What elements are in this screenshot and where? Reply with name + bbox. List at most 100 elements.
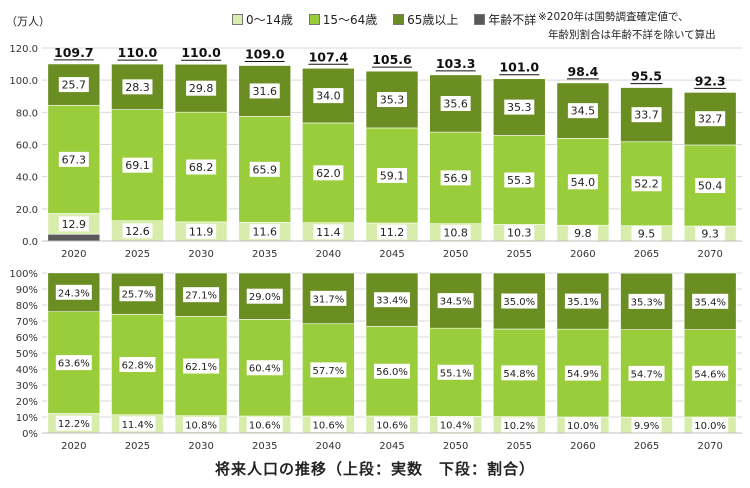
data-label: 33.7 bbox=[634, 109, 659, 122]
data-label: 28.3 bbox=[125, 81, 150, 94]
x-tick-label: 2060 bbox=[570, 249, 595, 260]
data-label: 27.1% bbox=[185, 291, 217, 302]
y-tick-label: 10% bbox=[16, 413, 38, 424]
data-label-box bbox=[119, 286, 156, 302]
data-label: 50.4 bbox=[698, 180, 723, 193]
data-label: 63.6% bbox=[58, 359, 90, 370]
data-label-box bbox=[249, 161, 280, 177]
data-label-box bbox=[119, 357, 156, 373]
data-label-box bbox=[186, 80, 217, 96]
data-label-box bbox=[183, 287, 220, 303]
data-label-box bbox=[437, 293, 474, 309]
data-label-box bbox=[246, 288, 283, 304]
y-tick-label: 60% bbox=[16, 333, 38, 344]
x-tick-label: 2050 bbox=[443, 441, 468, 452]
x-tick-label: 2035 bbox=[252, 249, 277, 260]
data-label: 54.0 bbox=[571, 176, 596, 189]
total-label: 105.6 bbox=[372, 52, 412, 67]
data-label-box bbox=[631, 225, 662, 241]
data-label: 11.6 bbox=[252, 226, 277, 239]
x-tick-label: 2055 bbox=[507, 441, 532, 452]
total-label: 95.5 bbox=[631, 69, 662, 84]
legend-swatch bbox=[232, 14, 243, 25]
data-label: 35.3 bbox=[507, 101, 532, 114]
total-label: 109.7 bbox=[54, 45, 94, 60]
data-label-box bbox=[186, 223, 217, 239]
data-label-box bbox=[564, 365, 601, 381]
data-label: 11.4% bbox=[122, 420, 154, 431]
legend-item-age-0-14: 0～14歳 bbox=[232, 11, 293, 28]
data-label: 10.6% bbox=[376, 421, 408, 432]
data-label: 33.4% bbox=[376, 296, 408, 307]
data-label: 55.1% bbox=[440, 368, 472, 379]
y-tick-label: 120.0 bbox=[9, 44, 38, 55]
data-label: 25.7% bbox=[122, 290, 154, 301]
data-label: 62.8% bbox=[122, 361, 154, 372]
data-label: 59.1 bbox=[380, 169, 405, 182]
data-label: 10.0% bbox=[694, 421, 726, 432]
data-label-box bbox=[567, 225, 598, 241]
data-label-box bbox=[501, 365, 538, 381]
data-label: 54.9% bbox=[567, 369, 599, 380]
data-label: 34.5 bbox=[571, 105, 596, 118]
data-label-box bbox=[692, 293, 729, 309]
data-label: 54.7% bbox=[631, 369, 663, 380]
data-label: 11.9 bbox=[189, 225, 214, 238]
data-label-box bbox=[377, 167, 407, 183]
data-label-box bbox=[504, 99, 535, 115]
y-tick-label: 100.0 bbox=[9, 76, 38, 87]
data-label-box bbox=[186, 159, 217, 175]
data-label: 25.7 bbox=[62, 79, 87, 92]
data-label: 34.0 bbox=[316, 90, 341, 103]
x-tick-label: 2070 bbox=[697, 249, 722, 260]
data-label-box bbox=[246, 360, 283, 376]
x-tick-label: 2020 bbox=[61, 441, 86, 452]
data-label: 10.0% bbox=[567, 421, 599, 432]
data-label-box bbox=[374, 417, 410, 433]
data-label: 35.4% bbox=[694, 297, 726, 308]
y-axis-unit-label: （万人） bbox=[6, 15, 50, 28]
footnote: ※2020年は国勢調査確定値で、 年齢別割合は年齢不詳を除いて算出 bbox=[538, 8, 716, 44]
data-label-box bbox=[183, 416, 220, 432]
total-label: 92.3 bbox=[695, 73, 726, 88]
data-label-box bbox=[504, 225, 535, 241]
data-label: 35.3 bbox=[380, 94, 405, 107]
legend-swatch bbox=[308, 14, 320, 25]
data-label: 10.2% bbox=[503, 421, 535, 432]
data-label-box bbox=[631, 417, 662, 433]
data-label-box bbox=[692, 365, 729, 381]
data-label-box bbox=[564, 293, 601, 309]
data-label-box bbox=[313, 224, 344, 240]
data-label-box bbox=[58, 151, 89, 167]
legend-label: 0～14歳 bbox=[246, 13, 293, 27]
data-label: 52.2 bbox=[634, 178, 659, 191]
data-label: 34.5% bbox=[440, 297, 472, 308]
data-label-box bbox=[58, 77, 89, 93]
data-label: 29.8 bbox=[189, 82, 214, 95]
y-tick-label: 70% bbox=[16, 317, 38, 328]
data-label-box bbox=[313, 165, 344, 181]
data-label-box bbox=[628, 293, 665, 309]
data-label-box bbox=[377, 92, 407, 108]
data-label-box bbox=[119, 416, 156, 432]
data-label: 9.3 bbox=[701, 228, 719, 241]
x-tick-label: 2025 bbox=[125, 249, 150, 260]
data-label: 10.8% bbox=[185, 420, 217, 431]
data-label-box bbox=[122, 157, 153, 173]
footnote-line-2: 年齢別割合は年齢不詳を除いて算出 bbox=[548, 29, 716, 41]
x-tick-label: 2040 bbox=[316, 249, 341, 260]
data-label-box bbox=[695, 111, 726, 127]
data-label-box bbox=[692, 417, 729, 433]
data-label-box bbox=[440, 95, 471, 111]
y-tick-label: 100% bbox=[9, 269, 38, 280]
y-tick-label: 20% bbox=[16, 397, 38, 408]
data-label-box bbox=[377, 224, 407, 240]
total-label: 110.0 bbox=[118, 45, 158, 60]
data-label-box bbox=[310, 290, 347, 306]
total-label: 101.0 bbox=[499, 60, 539, 75]
total-label: 109.0 bbox=[245, 47, 285, 62]
data-label: 55.3 bbox=[507, 174, 532, 187]
x-tick-label: 2030 bbox=[188, 249, 213, 260]
